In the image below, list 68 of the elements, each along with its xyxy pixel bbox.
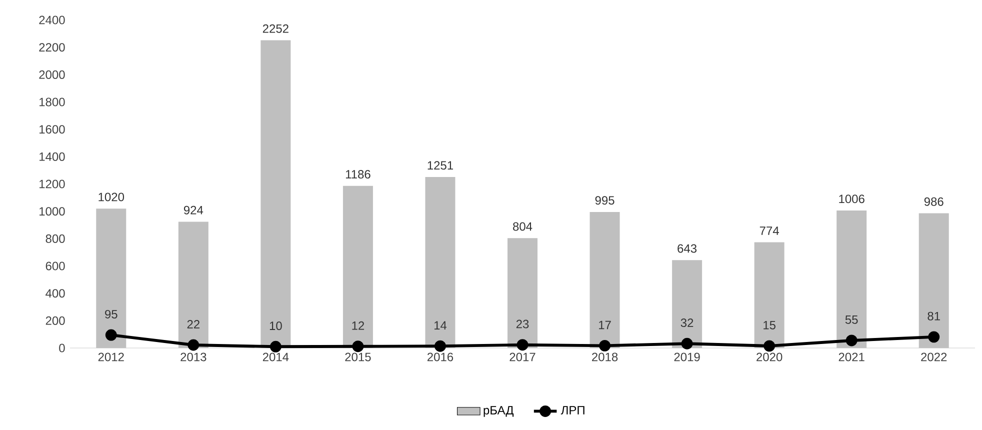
point xyxy=(105,329,117,341)
point xyxy=(188,339,200,351)
bar xyxy=(836,210,867,348)
point xyxy=(681,338,693,350)
x-tick-label: 2016 xyxy=(427,352,454,362)
y-tick-label: 800 xyxy=(46,234,65,243)
point xyxy=(928,331,940,343)
data-label: 95 xyxy=(105,310,118,318)
data-label: 23 xyxy=(516,320,529,328)
y-tick-label: 0 xyxy=(59,344,65,352)
data-label: 1020 xyxy=(98,192,124,202)
data-label: 55 xyxy=(845,316,858,324)
point xyxy=(270,340,282,352)
y-tick-label: 1000 xyxy=(40,207,65,216)
x-tick-label: 2019 xyxy=(674,352,700,362)
y-tick-label: 200 xyxy=(46,316,65,325)
legend-label: рБАД xyxy=(484,406,514,417)
x-tick-label: 2021 xyxy=(838,352,864,362)
y-tick-label: 1400 xyxy=(40,152,65,161)
x-tick-label: 2015 xyxy=(345,352,371,362)
bar xyxy=(754,242,784,348)
data-label: 1006 xyxy=(839,194,864,204)
x-tick-label: 2018 xyxy=(592,352,618,362)
x-tick-label: 2014 xyxy=(262,352,289,362)
point xyxy=(599,340,611,352)
data-label: 804 xyxy=(513,222,532,231)
data-label: 32 xyxy=(680,318,694,328)
legend-label: ЛРП xyxy=(560,406,584,414)
point xyxy=(764,340,776,352)
data-label: 1251 xyxy=(428,161,453,170)
bar xyxy=(508,238,538,348)
point xyxy=(846,334,858,346)
y-tick-label: 2200 xyxy=(39,43,65,52)
data-label: 986 xyxy=(924,197,944,206)
bar xyxy=(96,208,126,348)
bar xyxy=(918,213,949,348)
data-label: 81 xyxy=(928,312,940,320)
y-tick-label: 1800 xyxy=(40,98,65,106)
x-tick-label: 2017 xyxy=(510,352,536,362)
point xyxy=(434,340,446,352)
x-tick-label: 2022 xyxy=(921,352,947,362)
x-tick-label: 2013 xyxy=(180,352,206,362)
y-tick-label: 2400 xyxy=(39,16,65,24)
data-label: 14 xyxy=(434,321,447,330)
data-label: 924 xyxy=(184,206,204,214)
data-label: 15 xyxy=(764,320,776,330)
x-tick-label: 2012 xyxy=(98,352,124,362)
bar xyxy=(672,260,702,348)
data-label: 774 xyxy=(760,226,779,235)
y-tick-label: 1600 xyxy=(40,125,65,134)
bar xyxy=(590,212,620,348)
bar xyxy=(178,222,208,348)
data-label: 22 xyxy=(187,320,200,328)
y-tick-label: 400 xyxy=(46,289,65,298)
y-tick-label: 600 xyxy=(46,262,65,270)
y-tick-label: 1200 xyxy=(40,180,65,188)
data-label: 17 xyxy=(599,320,611,330)
point xyxy=(352,340,364,352)
point xyxy=(516,339,528,351)
data-label: 1186 xyxy=(346,170,370,179)
y-tick-label: 2000 xyxy=(39,70,65,79)
data-label: 2252 xyxy=(262,24,288,33)
data-label: 10 xyxy=(270,322,282,330)
data-label: 12 xyxy=(352,321,364,330)
data-label: 995 xyxy=(595,196,614,205)
bar xyxy=(425,177,456,348)
data-label: 643 xyxy=(678,244,697,253)
x-tick-label: 2020 xyxy=(756,352,782,362)
